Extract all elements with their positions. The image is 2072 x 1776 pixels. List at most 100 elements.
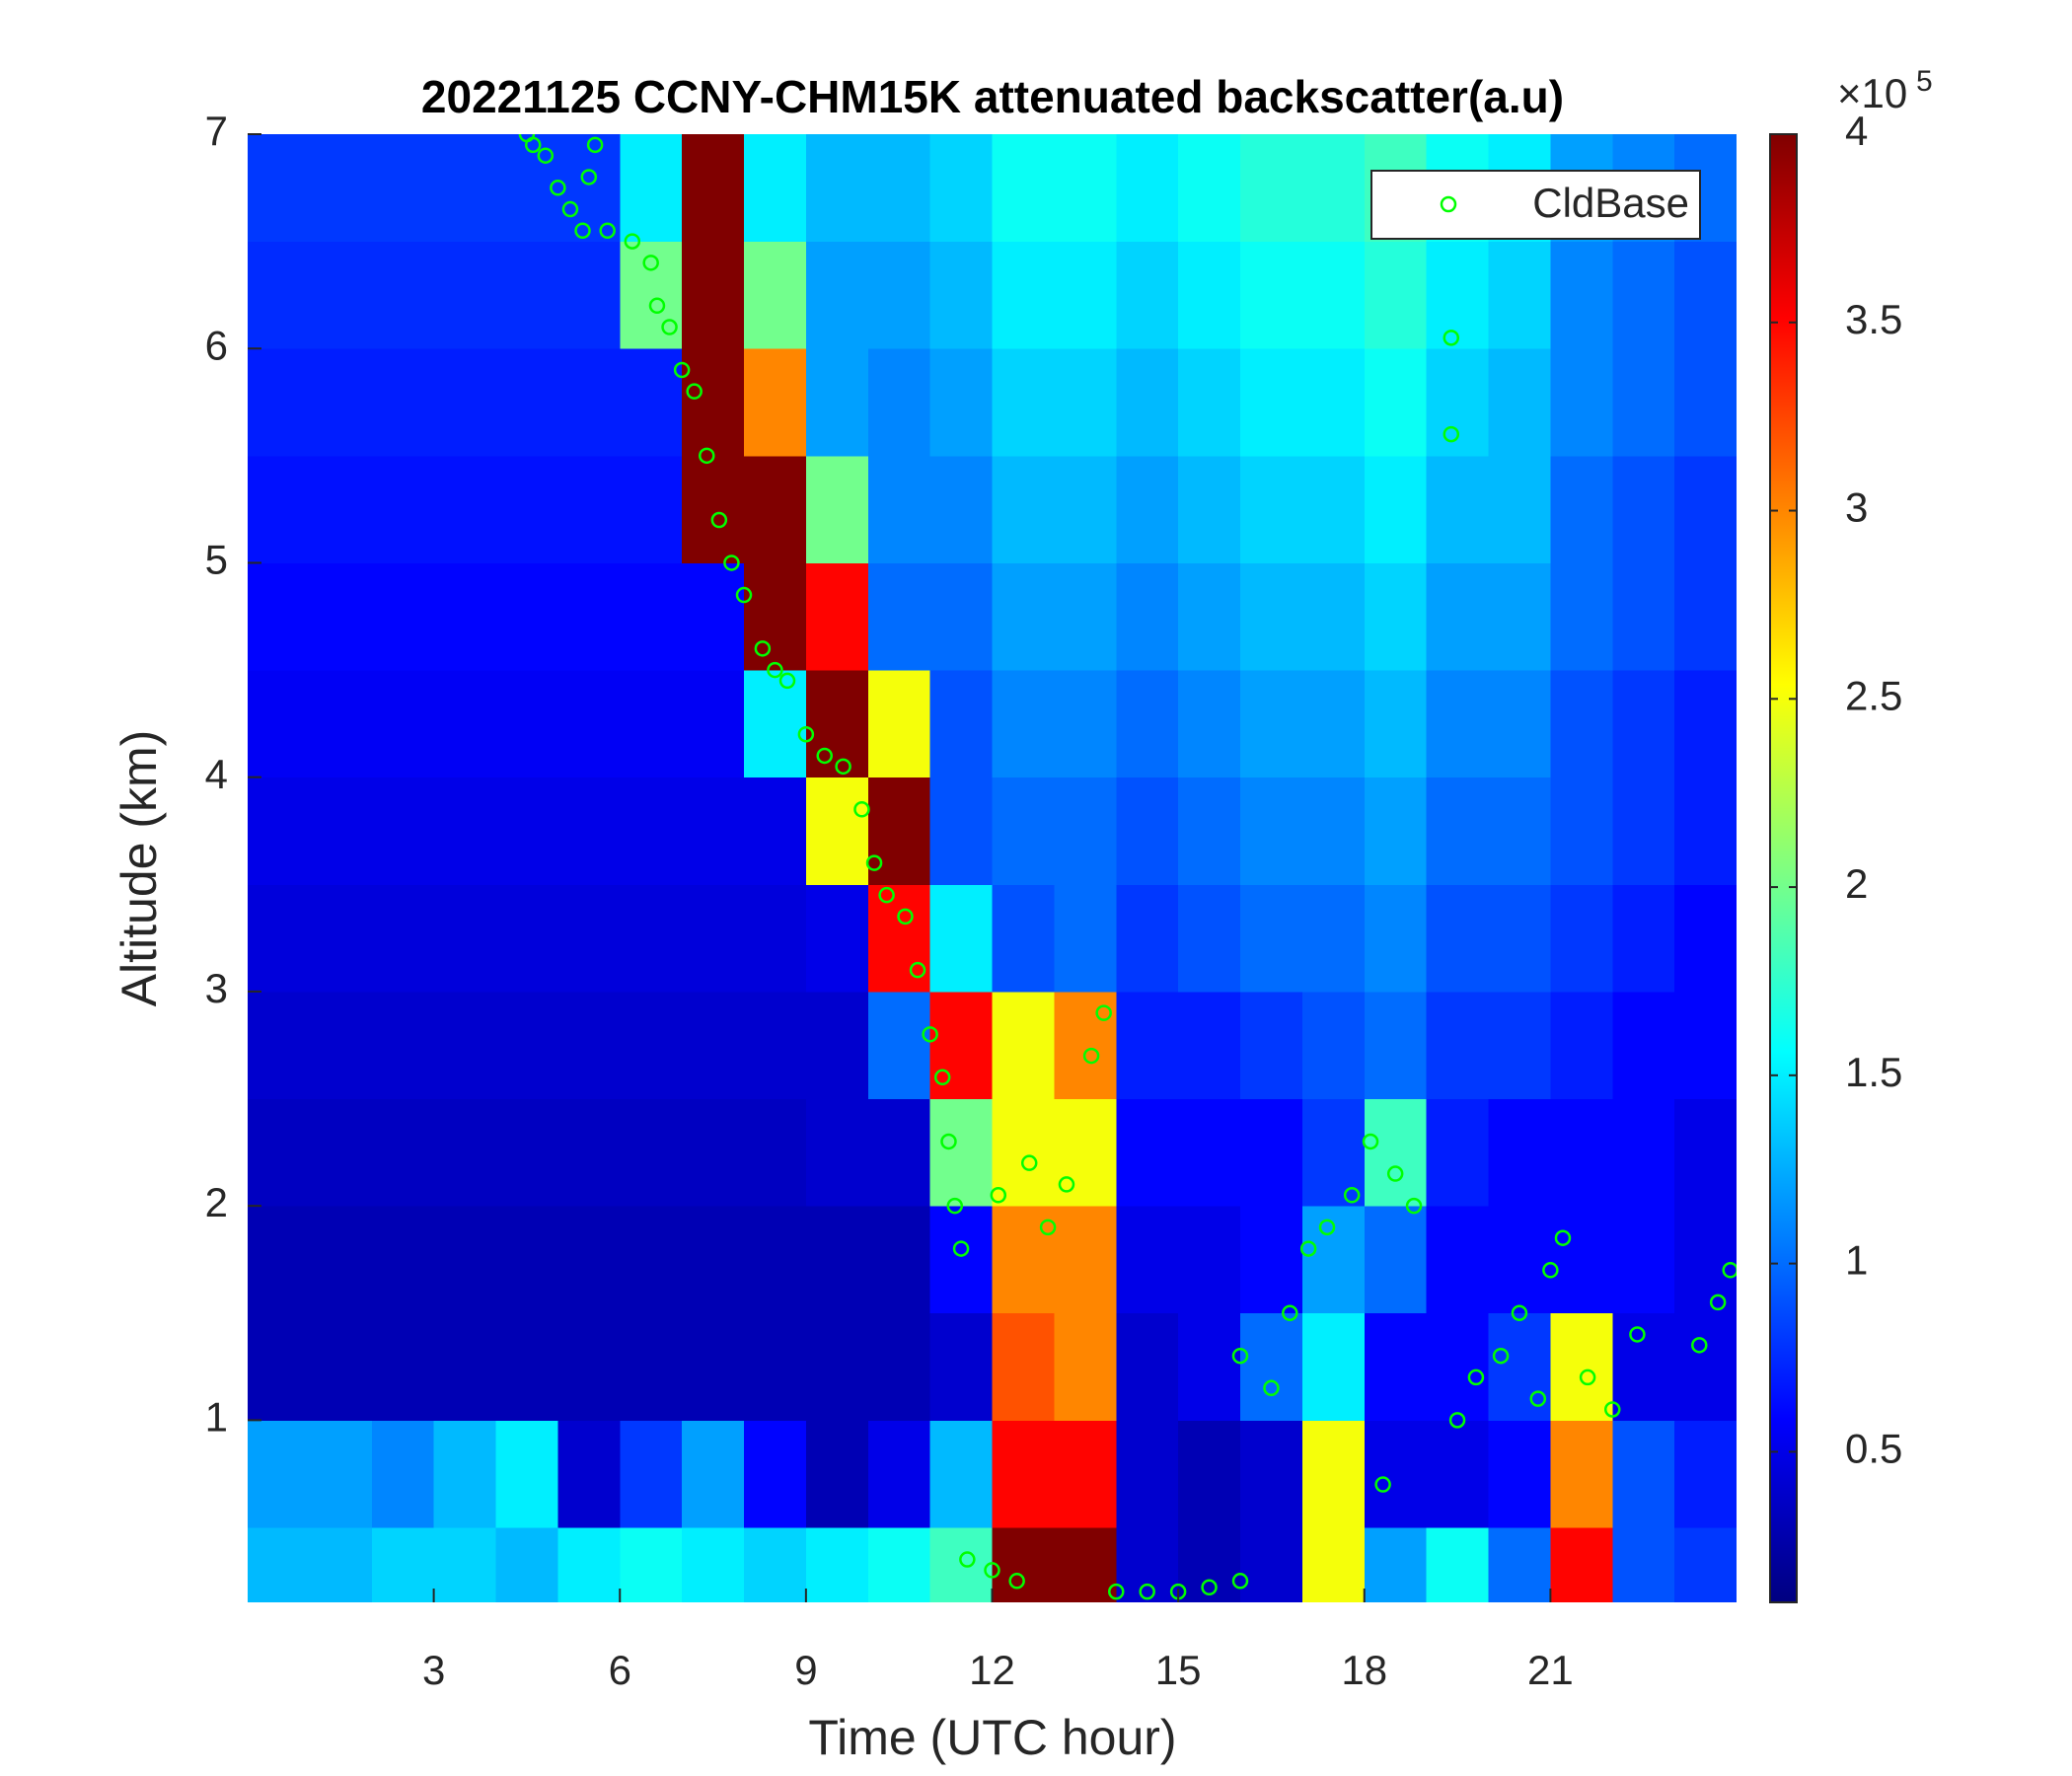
heatmap-cell [1612,777,1675,885]
heatmap-cell [1301,1206,1366,1314]
y-tick-label: 6 [205,322,228,368]
heatmap-cell [1301,455,1366,563]
heatmap-cell [1550,1420,1613,1528]
heatmap-cell [371,241,435,349]
cloud-base-point [767,661,783,679]
heatmap-cell [805,670,869,778]
cloud-base-point [710,511,728,529]
cloud-base-point [1691,1337,1708,1354]
heatmap-cell [371,1098,435,1207]
cloud-base-point [1542,1262,1559,1279]
heatmap-cell [682,1420,745,1528]
heatmap-cell [867,455,931,563]
heatmap-cell [867,241,931,349]
heatmap-cell [1426,1206,1489,1314]
heatmap-cell [371,670,435,778]
heatmap-cell [929,348,993,457]
heatmap-cell [371,455,435,563]
heatmap-cell [867,1312,931,1421]
heatmap-cell [620,670,683,778]
heatmap-cell [682,134,745,243]
heatmap-cell [992,884,1055,993]
heatmap-cell [1178,1098,1241,1207]
heatmap-cell [929,1206,993,1314]
cloud-base-point [835,758,851,776]
heatmap-cell [682,670,745,778]
cloud-base-point [599,222,616,240]
heatmap-cell [1550,1098,1613,1207]
heatmap-cell [309,991,373,1100]
heatmap-cell [1612,455,1675,563]
heatmap-cell [433,1526,496,1602]
cloud-base-point [561,200,579,218]
heatmap-cell [1426,670,1489,778]
heatmap-cell [992,777,1055,885]
colorbar-tick-label: 2.5 [1845,672,1902,718]
heatmap-cell [1116,1098,1179,1207]
heatmap-cell [495,884,558,993]
heatmap-cell [620,1098,683,1207]
heatmap-cell [1178,241,1241,349]
heatmap-cell [867,1526,931,1602]
heatmap-cell [1301,991,1366,1100]
cloud-base-point [1511,1304,1528,1321]
heatmap-cell [1116,991,1179,1100]
heatmap-cell [805,1420,869,1528]
heatmap-cell [1178,455,1241,563]
heatmap-cell [557,455,621,563]
cloud-base-point [1343,1187,1361,1204]
cloud-base-point [1443,330,1460,346]
heatmap-cell [1301,134,1366,243]
heatmap-cell [620,1206,683,1314]
cloud-base-point [1374,1476,1391,1493]
heatmap-cell [248,777,311,885]
cloud-base-point [1282,1304,1298,1321]
heatmap-cell [805,134,869,243]
colorbar-tick-label: 3 [1845,484,1868,531]
heatmap-cell [620,562,683,671]
heatmap-cell [1426,991,1489,1100]
heatmap-cell [557,1206,621,1314]
heatmap-cell [929,241,993,349]
cloud-base-point [1139,1583,1155,1600]
heatmap-cell [867,348,931,457]
heatmap-cell [433,134,496,243]
colorbar-tick-label: 4 [1845,108,1868,154]
colorbar-tick-label: 1.5 [1845,1049,1902,1095]
heatmap-cell [1116,348,1179,457]
heatmap-cell [1612,884,1675,993]
cloud-base-point [735,586,753,604]
heatmap-cell [682,884,745,993]
colorbar-tick-label: 3.5 [1845,296,1902,342]
heatmap-cell [867,991,931,1100]
heatmap-cell [1054,134,1117,243]
heatmap-cell [1612,562,1675,671]
heatmap-cell [682,348,745,457]
cloud-base-point [1058,1176,1075,1193]
heatmap-cell [1550,348,1613,457]
heatmap-cell [992,562,1055,671]
heatmap-cell [433,1420,496,1528]
heatmap-cell [1550,455,1613,563]
heatmap-cell [495,241,558,349]
cloud-base-point [574,222,591,240]
cloud-base-point [897,908,914,925]
heatmap-cell [1488,1098,1551,1207]
heatmap-cell [620,1526,683,1602]
heatmap-cell [744,241,807,349]
heatmap-cell [1674,777,1737,885]
heatmap-cell [992,241,1055,349]
heatmap-cell [1674,455,1737,563]
heatmap-cell [1426,1312,1489,1421]
heatmap-cell [1612,241,1675,349]
heatmap-cell [1054,241,1117,349]
heatmap-cell [992,1420,1055,1528]
heatmap-cell [1674,670,1737,778]
cloud-base-point [1492,1347,1510,1365]
cloud-base-point [1529,1390,1547,1407]
heatmap-cell [1240,991,1303,1100]
heatmap-cell [1550,241,1613,349]
cloud-base-point [1722,1262,1737,1279]
